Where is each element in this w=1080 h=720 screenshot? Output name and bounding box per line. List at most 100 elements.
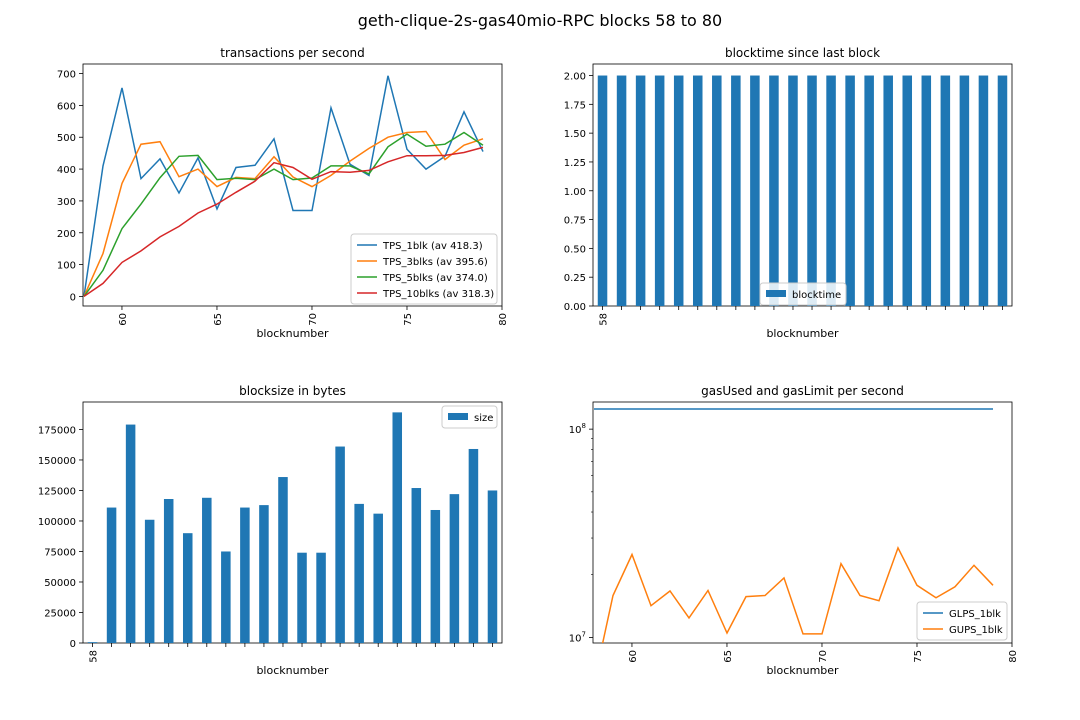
bar: [921, 75, 932, 307]
x-axis-label: blocknumber: [256, 327, 329, 340]
chart-title: gasUsed and gasLimit per second: [701, 384, 904, 398]
bar: [430, 509, 441, 643]
legend-box: [441, 405, 498, 429]
x-axis-label: blocknumber: [256, 664, 329, 677]
y-tick-label: 500: [57, 133, 76, 144]
y-tick-label: 200: [57, 229, 76, 240]
y-tick-label: 100: [57, 261, 76, 272]
series-line: [83, 130, 484, 297]
series-line: [83, 146, 484, 298]
y-tick-label: 50000: [44, 578, 76, 589]
y-tick-label: 2.00: [564, 72, 586, 83]
blocksize-chart: blocksize in bytes blocknumber 0 25000 50000…: [38, 384, 503, 677]
x-tick-label: 65: [213, 313, 224, 326]
legend-label: blocktime: [792, 290, 841, 301]
bar: [392, 412, 403, 643]
y-tick-label: 1.00: [564, 187, 586, 198]
legend-label: TPS_5blks (av 374.0): [382, 273, 488, 284]
chart-title: blocksize in bytes: [239, 384, 346, 398]
bar: [449, 494, 460, 643]
y-tick-label: 0: [70, 639, 76, 650]
legend-label: size: [474, 413, 493, 424]
bar: [769, 75, 779, 307]
bar: [864, 75, 874, 307]
x-axis-label: blocknumber: [766, 327, 839, 340]
x-axis-label: blocknumber: [766, 664, 839, 677]
x-tick-label: 70: [818, 650, 829, 663]
y-tick-label: 108: [569, 422, 586, 436]
x-tick-label: 58: [89, 650, 100, 663]
bar: [87, 642, 98, 643]
bar: [221, 551, 231, 643]
bar: [373, 513, 383, 643]
x-tick-label: 80: [1008, 650, 1019, 663]
x-tick-label: 65: [723, 650, 734, 663]
bar: [182, 533, 193, 643]
bar: [278, 477, 288, 643]
bar: [335, 446, 345, 643]
x-tick-label: 75: [403, 313, 414, 326]
bar: [240, 507, 250, 643]
bar: [654, 75, 665, 307]
bar: [997, 75, 1008, 307]
y-tick-label: 75000: [44, 547, 76, 558]
bar: [202, 497, 212, 643]
y-tick-label: 1.25: [564, 158, 586, 169]
bar: [144, 519, 155, 643]
legend-swatch: [766, 290, 786, 297]
x-tick-label: 60: [628, 650, 639, 663]
y-tick-label: 175000: [38, 425, 76, 436]
y-tick-label: 25000: [44, 608, 76, 619]
y-tick-label: 0.50: [564, 244, 586, 255]
series-line: [601, 546, 994, 643]
y-tick-label: 600: [57, 101, 76, 112]
bar: [959, 75, 970, 307]
chart-title: transactions per second: [220, 46, 364, 60]
bar: [692, 75, 703, 307]
legend-label: GUPS_1blk: [949, 625, 1003, 636]
figure-title: geth-clique-2s-gas40mio-RPC blocks 58 to…: [358, 11, 722, 30]
bar: [902, 75, 913, 307]
bar: [468, 448, 479, 643]
bar: [940, 75, 951, 307]
x-tick-label: 70: [308, 313, 319, 326]
y-tick-label: 1.75: [564, 100, 586, 111]
bar: [807, 75, 817, 307]
bar: [788, 75, 798, 307]
y-tick-label: 0: [70, 292, 76, 303]
plot-frame: [592, 401, 1013, 644]
x-tick-label: 60: [118, 313, 129, 326]
y-tick-label: 700: [57, 70, 76, 81]
bar: [354, 503, 364, 643]
gas-chart: gasUsed and gasLimit per second blocknumb…: [569, 384, 1019, 677]
legend-label: TPS_1blk (av 418.3): [382, 241, 483, 252]
bar: [487, 490, 498, 643]
bar: [616, 75, 627, 307]
tps-chart: transactions per second blocknumber 0 100 20…: [57, 46, 509, 340]
x-tick-label: 80: [498, 313, 509, 326]
bar: [883, 75, 893, 307]
y-tick-label: 0.25: [564, 273, 586, 284]
legend-label: GLPS_1blk: [949, 609, 1001, 620]
y-tick-label: 400: [57, 165, 76, 176]
legend-label: TPS_10blks (av 318.3): [382, 289, 494, 300]
plot-frame: [82, 63, 503, 307]
bar: [597, 75, 608, 307]
bar: [731, 75, 741, 307]
legend-label: TPS_3blks (av 395.6): [382, 257, 488, 268]
y-tick-label: 1.50: [564, 129, 586, 140]
bar: [297, 552, 307, 643]
bar: [125, 424, 136, 643]
y-tick-label: 107: [569, 630, 586, 644]
plot-frame: [592, 63, 1013, 307]
bar: [750, 75, 760, 307]
x-tick-label: 75: [913, 650, 924, 663]
bar: [163, 499, 174, 643]
plot-frame: [82, 401, 503, 644]
y-tick-label: 0.75: [564, 216, 586, 227]
bar: [316, 552, 326, 643]
y-tick-label: 150000: [38, 456, 76, 467]
bar: [673, 75, 684, 307]
legend-box: [350, 233, 498, 305]
